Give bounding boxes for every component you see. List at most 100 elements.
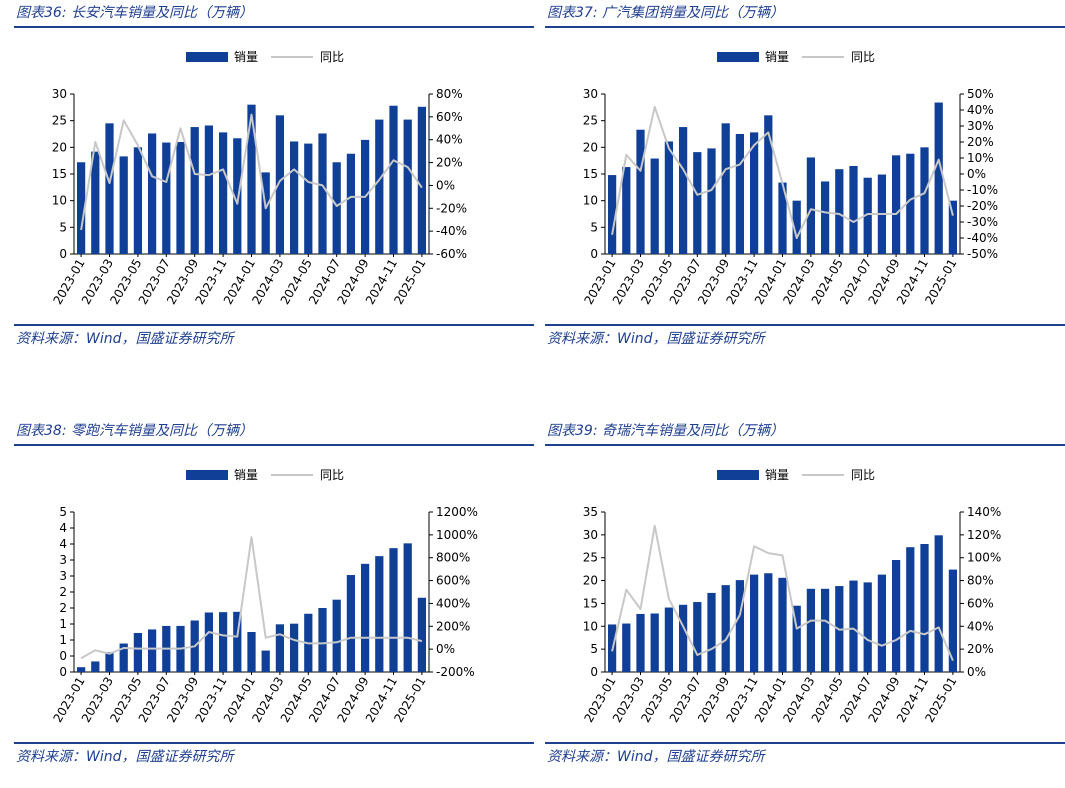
bar — [707, 592, 716, 672]
bar — [218, 132, 228, 254]
legend-bar-swatch — [717, 52, 759, 62]
y-left-tick-label: 3 — [59, 569, 67, 583]
bar — [891, 155, 901, 254]
bar — [119, 643, 128, 672]
bar — [948, 569, 958, 672]
bar — [76, 667, 86, 672]
bar — [664, 141, 674, 254]
source-rule — [14, 742, 534, 744]
bar — [190, 127, 199, 254]
y-left-tick-label: 20 — [583, 140, 598, 154]
bar — [304, 143, 313, 254]
y-left-tick-label: 0 — [59, 649, 67, 663]
bar — [622, 623, 631, 672]
y-right-tick-label: 1200% — [436, 505, 478, 519]
bar — [218, 612, 228, 672]
bar — [375, 119, 384, 254]
legend-bar-swatch — [186, 52, 228, 62]
y-left-tick-label: 5 — [59, 505, 67, 519]
bar — [806, 588, 816, 672]
bar — [105, 652, 114, 672]
bar — [247, 104, 256, 255]
y-right-tick-label: 30% — [967, 119, 994, 133]
bar — [806, 157, 816, 254]
bar — [261, 650, 270, 672]
bar — [119, 156, 128, 254]
bar — [778, 182, 787, 254]
bar — [650, 613, 659, 672]
y-right-tick-label: 120% — [967, 528, 1001, 542]
y-left-tick-label: 15 — [583, 596, 598, 610]
bar — [934, 535, 943, 672]
title-rule — [14, 26, 534, 28]
legend-bar-label: 销量 — [234, 468, 258, 482]
bar — [721, 585, 730, 672]
y-left-tick-label: 2 — [59, 601, 67, 615]
bar — [389, 548, 398, 672]
y-right-tick-label: 40% — [967, 103, 994, 117]
bar — [403, 119, 412, 254]
yoy-line — [80, 536, 423, 660]
bar — [105, 123, 114, 254]
y-left-tick-label: 20 — [583, 574, 598, 588]
y-left-tick-label: 2 — [59, 585, 67, 599]
y-right-tick-label: -20% — [436, 201, 467, 215]
legend-line-label: 同比 — [851, 468, 875, 482]
yoy-line — [80, 113, 423, 231]
y-left-tick-label: 20 — [52, 140, 67, 154]
bar — [735, 134, 745, 254]
chart-svg: 销量 同比 0 5 10 15 20 25 30 35 0% 20% 40% 60% 80% 100% 120%… — [582, 468, 1002, 725]
title-rule — [545, 26, 1065, 28]
y-left-tick-label: 5 — [590, 642, 598, 656]
y-left-tick-label: 5 — [590, 220, 598, 234]
bar — [934, 102, 943, 255]
legend-bar-label: 销量 — [765, 50, 789, 64]
title-rule — [545, 444, 1065, 446]
bar — [133, 632, 143, 672]
bar — [778, 577, 787, 672]
bar — [318, 133, 327, 254]
bar — [693, 602, 702, 672]
yoy-line — [611, 524, 954, 661]
bar — [820, 181, 830, 254]
bar — [289, 623, 299, 672]
y-right-tick-label: 100% — [967, 551, 1001, 565]
chart-panel-changan: 图表36: 长安汽车销量及同比（万辆） 销量 同比 0 5 10 15 20 25 30 -60%… — [14, 0, 534, 370]
chart-svg: 销量 同比 0 5 10 15 20 25 30 -50% -40% -30% -20% -10% 0% 10… — [582, 50, 999, 307]
bar — [403, 543, 412, 672]
bar — [863, 582, 872, 672]
y-left-tick-label: 0 — [590, 665, 598, 679]
y-right-tick-label: 80% — [967, 574, 994, 588]
bar — [389, 105, 398, 254]
y-right-tick-label: 0% — [967, 665, 986, 679]
source-rule — [545, 324, 1065, 326]
bar — [906, 547, 915, 672]
bar — [707, 148, 716, 254]
legend-bar-label: 销量 — [234, 50, 258, 64]
bar — [749, 574, 759, 672]
y-left-tick-label: 35 — [583, 505, 598, 519]
bar — [233, 138, 242, 254]
figure-title: 图表38: 零跑汽车销量及同比（万辆） — [16, 423, 253, 439]
legend-bar-swatch — [186, 470, 228, 480]
bar — [204, 612, 214, 672]
bar — [721, 123, 730, 254]
bar — [417, 597, 427, 672]
y-left-tick-label: 25 — [583, 114, 598, 128]
bar — [863, 177, 872, 254]
legend-bar-swatch — [717, 470, 759, 480]
bar — [76, 162, 86, 254]
y-right-tick-label: 20% — [436, 156, 463, 170]
source-note: 资料来源：Wind，国盛证券研究所 — [547, 331, 765, 347]
y-left-tick-label: 3 — [59, 553, 67, 567]
y-left-tick-label: 5 — [59, 220, 67, 234]
source-note: 资料来源：Wind，国盛证券研究所 — [547, 749, 765, 765]
y-left-tick-label: 30 — [583, 528, 598, 542]
y-right-tick-label: 140% — [967, 505, 1001, 519]
chart-panel-chery: 图表39: 奇瑞汽车销量及同比（万辆） 销量 同比 0 5 10 15 20 25 30 35 0%… — [545, 418, 1065, 788]
bar — [162, 142, 171, 254]
y-right-tick-label: 20% — [967, 642, 994, 656]
bar — [91, 151, 100, 254]
y-right-tick-label: 40% — [967, 619, 994, 633]
bar — [147, 133, 157, 254]
